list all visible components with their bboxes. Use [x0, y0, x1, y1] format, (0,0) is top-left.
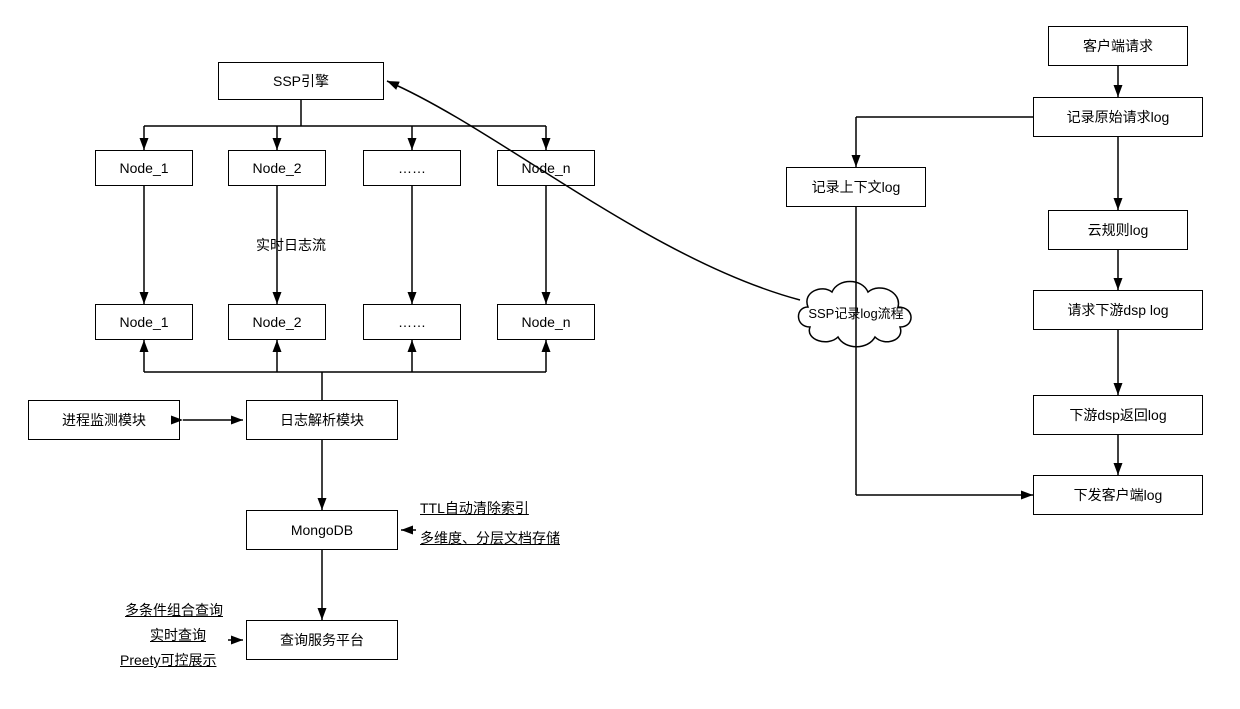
box-dsp-req: 请求下游dsp log: [1033, 290, 1203, 330]
label-top-noden: Node_n: [521, 160, 570, 176]
box-top-node2: Node_2: [228, 150, 326, 186]
box-top-noden: Node_n: [497, 150, 595, 186]
label-raw-log: 记录原始请求log: [1067, 107, 1170, 127]
label-deliver: 下发客户端log: [1074, 485, 1163, 505]
box-bot-dots: ……: [363, 304, 461, 340]
box-bot-noden: Node_n: [497, 304, 595, 340]
label-mongodb: MongoDB: [291, 522, 353, 538]
label-proc-monitor: 进程监测模块: [62, 410, 146, 430]
label-bot-node2: Node_2: [252, 314, 301, 330]
label-bot-noden: Node_n: [521, 314, 570, 330]
label-multicond: 多条件组合查询: [125, 600, 223, 620]
label-dsp-req: 请求下游dsp log: [1067, 300, 1168, 320]
label-dsp-ret: 下游dsp返回log: [1069, 405, 1166, 425]
label-query-platform: 查询服务平台: [280, 630, 364, 650]
label-top-node2: Node_2: [252, 160, 301, 176]
label-realtime-q: 实时查询: [150, 625, 206, 645]
box-ssp-engine: SSP引擎: [218, 62, 384, 100]
label-cloud: SSP记录log流程: [808, 303, 903, 322]
label-context-log: 记录上下文log: [812, 177, 901, 197]
box-top-dots: ……: [363, 150, 461, 186]
box-bot-node1: Node_1: [95, 304, 193, 340]
box-context-log: 记录上下文log: [786, 167, 926, 207]
label-bot-node1: Node_1: [119, 314, 168, 330]
box-mongodb: MongoDB: [246, 510, 398, 550]
box-top-node1: Node_1: [95, 150, 193, 186]
label-preety: Preety可控展示: [120, 650, 216, 670]
label-realtime-stream: 实时日志流: [256, 235, 326, 255]
box-log-parser: 日志解析模块: [246, 400, 398, 440]
cloud-ssp-log-process: SSP记录log流程: [790, 272, 922, 352]
box-bot-node2: Node_2: [228, 304, 326, 340]
box-dsp-ret: 下游dsp返回log: [1033, 395, 1203, 435]
label-multidim: 多维度、分层文档存储: [420, 528, 560, 548]
box-deliver: 下发客户端log: [1033, 475, 1203, 515]
label-top-node1: Node_1: [119, 160, 168, 176]
label-ssp-engine: SSP引擎: [273, 71, 329, 91]
box-cloud-rule: 云规则log: [1048, 210, 1188, 250]
label-log-parser: 日志解析模块: [280, 410, 364, 430]
box-query-platform: 查询服务平台: [246, 620, 398, 660]
box-proc-monitor: 进程监测模块: [28, 400, 180, 440]
label-bot-dots: ……: [398, 314, 426, 330]
label-client-req: 客户端请求: [1083, 36, 1153, 56]
label-cloud-rule: 云规则log: [1088, 220, 1149, 240]
label-ttl: TTL自动清除索引: [420, 498, 529, 518]
box-client-req: 客户端请求: [1048, 26, 1188, 66]
label-top-dots: ……: [398, 160, 426, 176]
box-raw-log: 记录原始请求log: [1033, 97, 1203, 137]
